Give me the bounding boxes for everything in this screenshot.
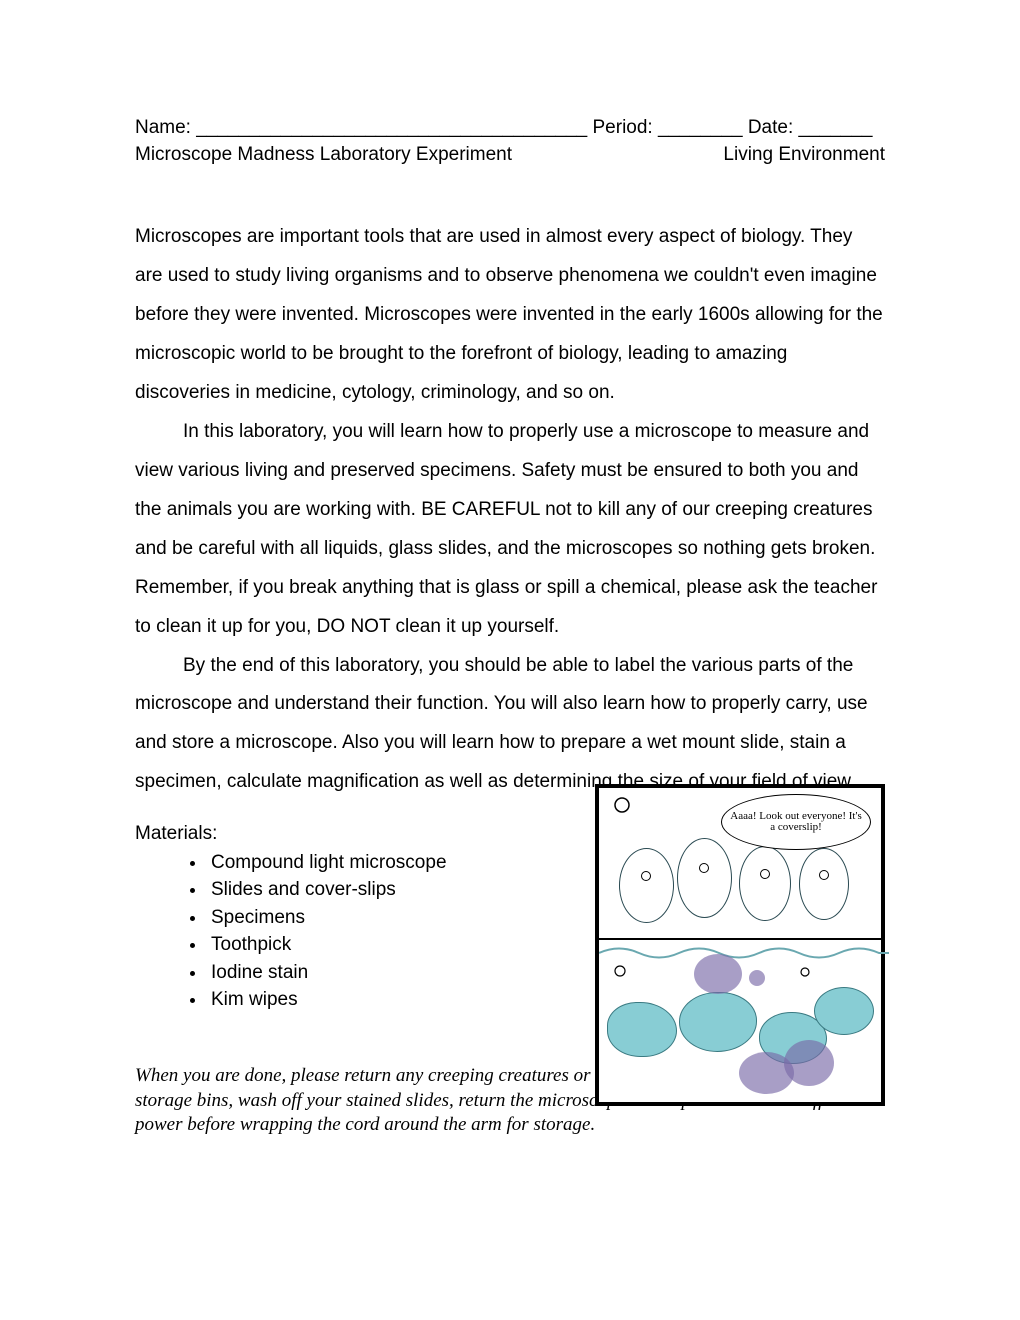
microbe-icon <box>619 848 674 923</box>
speech-bubble: Aaaa! Look out everyone! It's a coversli… <box>721 794 871 850</box>
bubble-icon <box>613 964 627 978</box>
blob-icon <box>749 970 765 986</box>
microbe-icon <box>679 992 757 1052</box>
name-blank: _____________________________________ <box>196 115 587 142</box>
doc-title-right: Living Environment <box>723 142 885 169</box>
bubble-icon <box>799 966 811 978</box>
cartoon-bottom-panel <box>599 962 881 1102</box>
microbe-icon <box>799 848 849 920</box>
bubble-icon <box>613 796 631 814</box>
blob-icon <box>694 954 742 994</box>
paragraph-1: Microscopes are important tools that are… <box>135 218 885 413</box>
speech-text: Aaaa! Look out everyone! It's a coversli… <box>730 811 862 834</box>
microbe-icon <box>739 846 791 921</box>
materials-section: Materials: Compound light microscope Sli… <box>135 820 885 1014</box>
date-label: Date: <box>743 115 799 142</box>
blob-icon <box>784 1040 834 1086</box>
cartoon-top-panel: Aaaa! Look out everyone! It's a coversli… <box>599 788 881 938</box>
wave-divider <box>599 944 889 962</box>
doc-title-left: Microscope Madness Laboratory Experiment <box>135 142 512 169</box>
name-label: Name: <box>135 115 196 142</box>
panel-divider <box>599 938 881 940</box>
document-page: Name: __________________________________… <box>0 0 1020 1188</box>
date-blank: _______ <box>799 115 873 142</box>
microbe-icon <box>607 1002 677 1057</box>
paragraph-2: In this laboratory, you will learn how t… <box>135 413 885 647</box>
microbe-icon <box>814 987 874 1035</box>
microbe-icon <box>677 838 732 918</box>
paragraph-3: By the end of this laboratory, you shoul… <box>135 647 885 803</box>
header-name-line: Name: __________________________________… <box>135 115 885 142</box>
period-label: Period: <box>587 115 658 142</box>
cartoon-illustration: Aaaa! Look out everyone! It's a coversli… <box>595 784 885 1106</box>
header-title-line: Microscope Madness Laboratory Experiment… <box>135 142 885 169</box>
period-blank: ________ <box>658 115 743 142</box>
